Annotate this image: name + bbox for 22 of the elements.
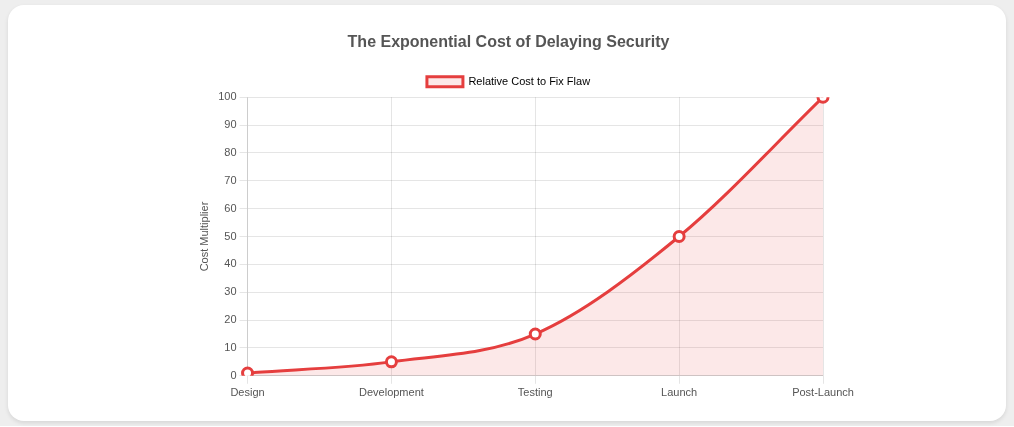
y-tick-label: 90 [224,118,237,131]
y-tick-label: 100 [218,90,237,103]
x-tick-label: Testing [517,386,553,399]
y-tick-label: 40 [224,257,237,270]
y-tick-label: 50 [224,229,237,242]
x-tick-label: Design [230,386,265,399]
y-axis-title: Cost Multiplier [197,201,210,272]
chart-title: The Exponential Cost of Delaying Security [347,33,670,51]
y-tick-label: 30 [224,285,237,298]
x-tick-label: Launch [661,386,698,399]
point [384,355,398,369]
y-tick-label: 10 [224,340,237,353]
y-tick-label: 20 [224,313,237,326]
point [528,327,542,341]
legend-label: Relative Cost to Fix Flaw [468,74,591,87]
y-tick-label: 70 [224,173,237,186]
x-tick-label: Post-Launch [792,386,854,399]
y-tick-label: 60 [224,201,237,214]
y-tick-label: 0 [230,368,237,381]
x-tick-label: Development [359,386,424,399]
point [672,230,686,243]
y-tick-label: 80 [224,145,237,158]
